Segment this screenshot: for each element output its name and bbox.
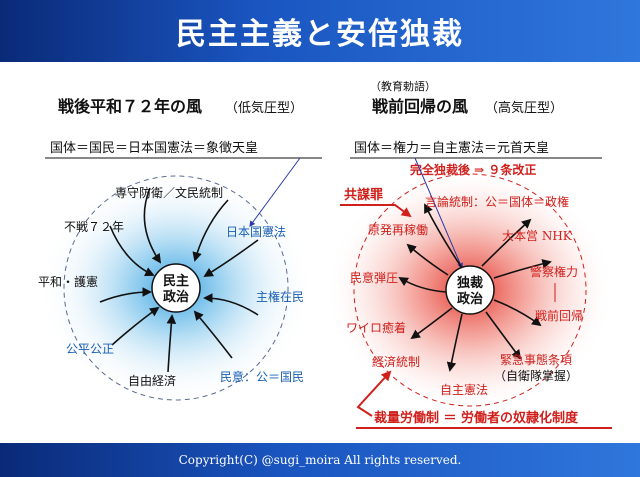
right-center-line2: 政治	[457, 291, 483, 307]
label-daihonei: 大本営 NHK	[502, 229, 573, 243]
right-center-line1: 独裁	[457, 275, 483, 291]
label-genron: 言論統制：公＝国体＝政権	[425, 194, 569, 209]
label-jishu: 自主憲法	[440, 382, 488, 397]
label-danatsu: 民意弾圧	[350, 270, 398, 285]
footer-banner: Copyright(C) @sugi_moira All rights rese…	[0, 443, 640, 477]
left-title: 戦後平和７２年の風	[58, 97, 202, 116]
label-genpatsu: 原発再稼働	[368, 222, 428, 237]
left-formula: 国体＝国民＝日本国憲法＝象徴天皇	[50, 140, 258, 156]
label-shuken: 主権在民	[256, 289, 304, 304]
right-formula: 国体＝権力＝自主憲法＝元首天皇	[354, 140, 549, 156]
label-kaiki: 戦前回帰	[535, 308, 583, 323]
left-center-circle	[151, 263, 201, 313]
high-pressure-boundary	[353, 173, 587, 407]
title-banner: 民主主義と安倍独裁	[0, 0, 640, 62]
left-inflow-arrows	[99, 187, 259, 373]
left-center-line1: 民主	[163, 273, 189, 289]
label-fusen: 不戦７２年	[64, 220, 124, 234]
right-title: 戦前回帰の風	[372, 97, 468, 116]
label-kinkyu2: （自衛隊掌握）	[494, 368, 578, 383]
label-senshu: 専守防衛／文民統制	[115, 185, 223, 200]
label-wairo: ワイロ癒着	[346, 320, 406, 335]
right-subtitle: （高気圧型）	[485, 100, 563, 116]
label-mini: 民意：公＝国民	[220, 369, 304, 384]
weather-diagram: 戦後平和７２年の風 （低気圧型） 国体＝国民＝日本国憲法＝象徴天皇 民主 政治 …	[36, 79, 615, 429]
label-keisatsu: 警察権力	[530, 264, 578, 279]
label-kinkyu1: 緊急事態条項	[500, 352, 572, 367]
label-kohei: 公平公正	[66, 342, 114, 356]
right-center-circle	[445, 265, 495, 315]
left-subtitle: （低気圧型）	[225, 100, 303, 116]
left-center-line2: 政治	[163, 289, 189, 305]
saryo-arrow	[356, 370, 392, 417]
low-pressure-boundary	[63, 175, 289, 401]
right-note: （教育勅語）	[370, 79, 436, 93]
label-heiwa: 平和・護憲	[38, 274, 98, 289]
label-keizai: 経済統制	[372, 354, 420, 369]
kyobozai-bracket	[340, 204, 412, 218]
label-jiyu: 自由経済	[128, 373, 176, 388]
label-saryo: 裁量労働制 ＝ 労働者の奴隷化制度	[374, 410, 579, 426]
right-outflow-arrows	[398, 203, 552, 372]
kokutai-link-arrow	[414, 157, 463, 270]
label-kenpo: 日本国憲法	[226, 224, 286, 239]
copyright-text: Copyright(C) @sugi_moira All rights rese…	[178, 453, 462, 467]
constitution-link-arrow	[249, 157, 301, 227]
label-kyobozai: 共謀罪	[344, 187, 383, 203]
page-title: 民主主義と安倍独裁	[176, 17, 464, 52]
